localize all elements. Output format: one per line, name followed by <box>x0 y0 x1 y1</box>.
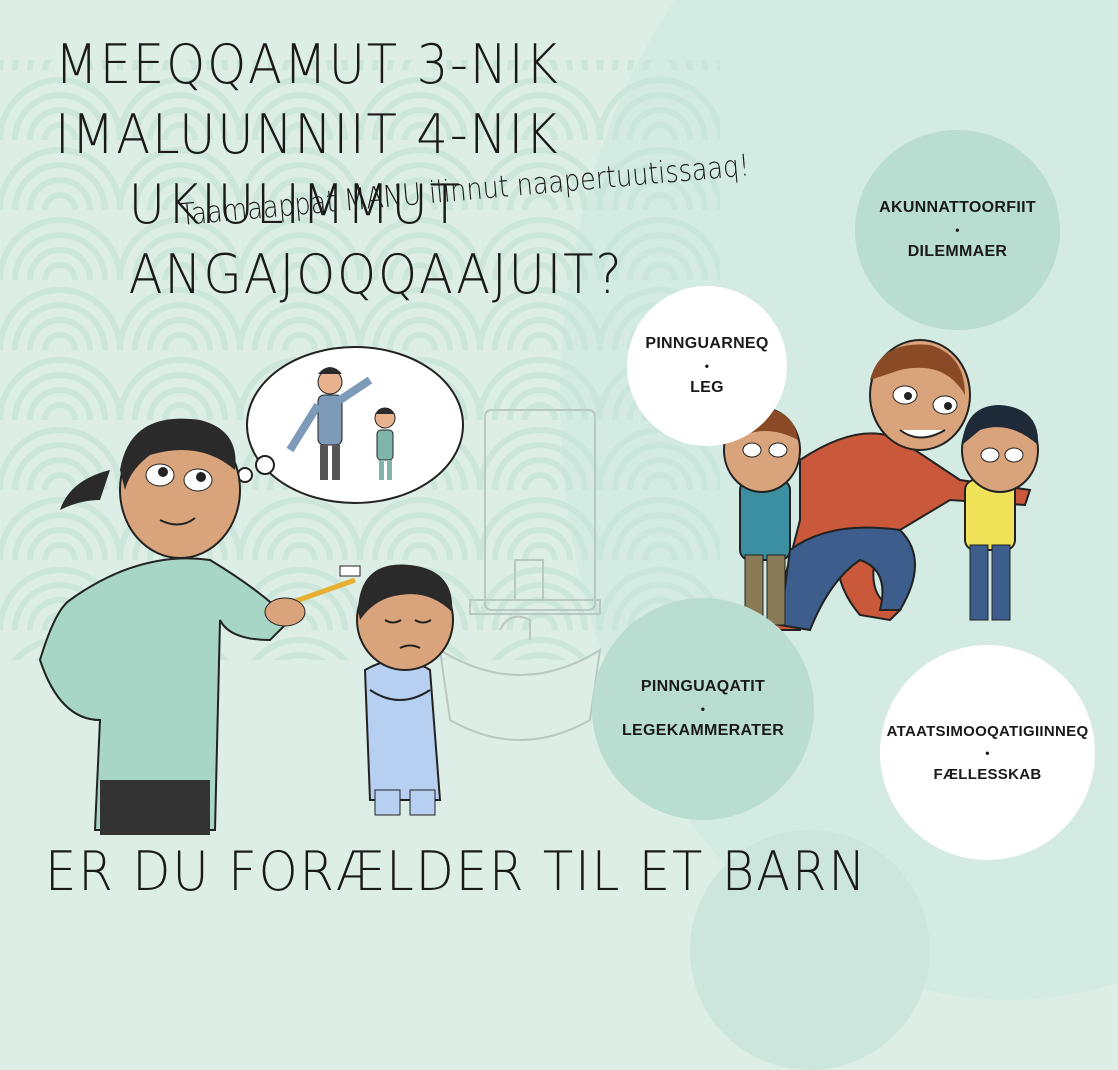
circle-play-da: LEG <box>690 379 724 396</box>
separator-dot: • <box>700 702 706 716</box>
boy-in-pajamas-illustration <box>356 564 454 816</box>
title-line-1: MEEQQAMUT 3-NIK IMALUUNNIIT 4-NIK <box>55 33 560 166</box>
circle-dilemmas-da: DILEMMAER <box>907 243 1008 260</box>
circle-play: PINNGUARNEQ • LEG <box>627 286 787 446</box>
thought-bubble-illustration <box>222 346 464 504</box>
circle-community-da: FÆLLESSKAB <box>933 765 1042 783</box>
circle-dilemmas: AKUNNATTOORFIIT • DILEMMAER <box>855 130 1060 330</box>
title-line-2: UKIULIMMUT ANGAJOQQAAJUIT? <box>128 173 624 306</box>
separator-dot: • <box>985 745 990 760</box>
circle-community: ATAATSIMOOQATIGIINNEQ • FÆLLESSKAB <box>880 645 1095 860</box>
bottom-title: ER DU FORÆLDER TIL ET BARN <box>45 840 868 903</box>
circle-playmates-gl: PINNGUAQATIT <box>640 678 766 695</box>
father-with-two-boys-illustration <box>723 339 1039 632</box>
separator-dot: • <box>955 223 960 237</box>
separator-dot: • <box>704 359 710 373</box>
circle-dilemmas-gl: AKUNNATTOORFIIT <box>879 199 1036 216</box>
circle-play-gl: PINNGUARNEQ <box>645 335 769 352</box>
page-title: MEEQQAMUT 3-NIK IMALUUNNIIT 4-NIK UKIULI… <box>55 30 828 310</box>
circle-playmates-da: LEGEKAMMERATER <box>621 722 785 739</box>
illustrations <box>38 339 1039 835</box>
circle-community-gl: ATAATSIMOOQATIGIINNEQ <box>886 722 1089 740</box>
bathroom-sketch-illustration <box>438 409 602 741</box>
circle-playmates: PINNGUAQATIT • LEGEKAMMERATER <box>592 598 814 820</box>
mother-brushing-teeth-illustration <box>38 418 361 835</box>
